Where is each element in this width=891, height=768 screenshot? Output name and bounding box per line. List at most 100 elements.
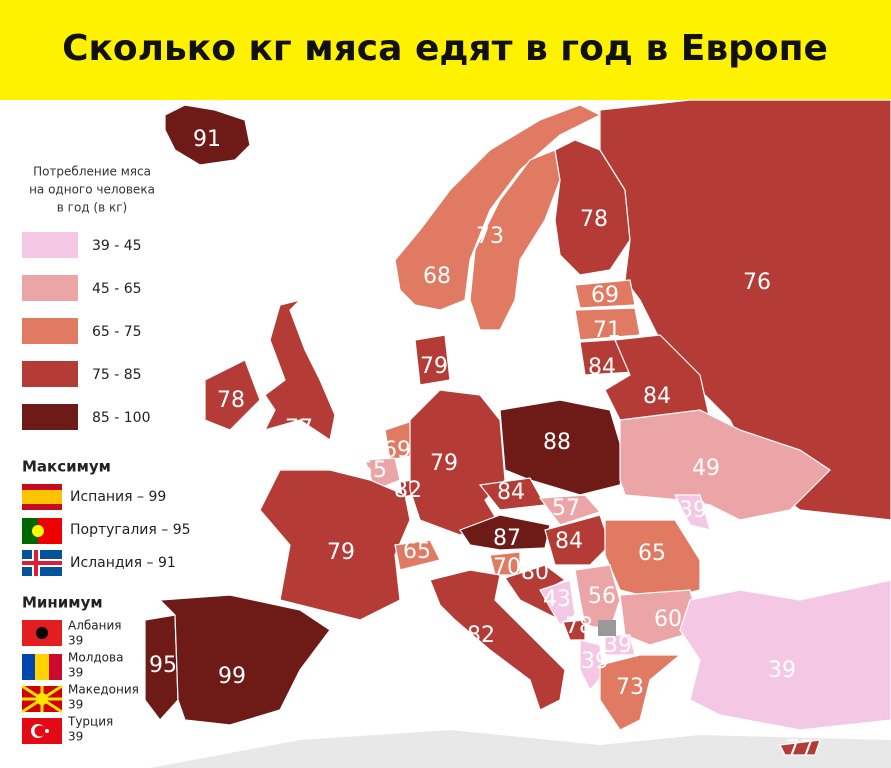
- max-item: Португалия – 95: [70, 522, 191, 538]
- country: [619, 589, 701, 646]
- country-value: 69: [591, 283, 619, 308]
- legend-label: 39 - 45: [92, 238, 142, 254]
- country-value: 88: [543, 430, 571, 455]
- country: [539, 579, 576, 626]
- legend-swatch: [22, 404, 78, 430]
- country-value: 57: [552, 496, 580, 521]
- country-value: 84: [555, 529, 583, 554]
- country: [429, 569, 566, 711]
- legend-label: 45 - 65: [92, 281, 142, 297]
- legend-label: 65 - 75: [92, 324, 142, 340]
- country-value: 84: [497, 480, 525, 505]
- flag-portugal: [22, 518, 62, 544]
- country-value: 77: [285, 416, 313, 441]
- country: [144, 614, 179, 721]
- country: [574, 307, 641, 341]
- country: [164, 104, 251, 166]
- flag-iceland: [22, 550, 62, 576]
- country: [263, 298, 336, 441]
- country-value: 56: [588, 584, 616, 609]
- country: [619, 409, 831, 521]
- country: [604, 634, 636, 656]
- country-value: 68: [423, 264, 451, 289]
- legend-title: Потребление мяса: [33, 165, 151, 179]
- country-value: 39: [604, 633, 632, 658]
- country-value: 82: [394, 478, 422, 503]
- country-value: 84: [588, 355, 616, 380]
- country: [469, 149, 561, 331]
- max-item: Испания – 99: [70, 489, 166, 505]
- min-value: 39: [68, 634, 83, 648]
- country-value: 87: [493, 526, 521, 551]
- max-title: Максимум: [22, 458, 111, 476]
- country: [538, 494, 602, 526]
- legend: Потребление мяса на одного человека в го…: [21, 165, 191, 744]
- country-value: 39: [768, 658, 796, 683]
- min-title: Минимум: [22, 594, 103, 612]
- country-value: 73: [476, 224, 504, 249]
- country: [394, 539, 441, 571]
- max-item: Исландия – 91: [70, 555, 176, 571]
- title-band: [0, 0, 891, 100]
- country: [599, 654, 682, 731]
- min-country: Албания: [68, 619, 122, 633]
- title: Сколько кг мяса едят в год в Европе: [62, 28, 828, 69]
- country: [409, 389, 506, 536]
- flag-moldova: [22, 654, 62, 680]
- legend-label: 75 - 85: [92, 367, 142, 383]
- legend-title: в год (в кг): [57, 201, 127, 215]
- country-value: 65: [638, 541, 666, 566]
- country-value: 49: [692, 456, 720, 481]
- country-value: 78: [580, 207, 608, 232]
- country-value: 79: [327, 540, 355, 565]
- min-country: Турция: [67, 715, 113, 729]
- min-country: Молдова: [68, 651, 123, 665]
- country-value: 71: [593, 318, 621, 343]
- flag-spain: [22, 484, 62, 510]
- country-value: 43: [543, 587, 571, 612]
- country-value: 78: [217, 388, 245, 413]
- legend-title: на одного человека: [29, 183, 155, 197]
- country: [459, 514, 551, 551]
- country-value: 77: [786, 737, 814, 762]
- min-value: 39: [68, 666, 83, 680]
- africa-land: [150, 730, 891, 768]
- country: [204, 359, 261, 431]
- country-value: 82: [467, 623, 495, 648]
- country: [259, 469, 411, 621]
- country: [554, 139, 631, 276]
- country: [499, 399, 626, 496]
- country: [158, 594, 331, 726]
- country-value: 73: [616, 675, 644, 700]
- country-value: 39: [581, 649, 609, 674]
- flag-albania: [22, 620, 62, 646]
- kosovo-no-data: [598, 620, 616, 636]
- country-value: 39: [679, 498, 707, 523]
- country-value: 69: [383, 438, 411, 463]
- map: 9168737876697184847877796955827988493984…: [144, 99, 891, 762]
- legend-swatch: [22, 232, 78, 258]
- country-value: 99: [218, 664, 246, 689]
- country-value: 78: [565, 614, 593, 639]
- country: [544, 514, 611, 566]
- min-country: Македония: [68, 683, 139, 697]
- country-value: 70: [493, 555, 521, 580]
- country: [674, 494, 711, 531]
- legend-label: 85 - 100: [92, 410, 151, 426]
- country-value: 80: [521, 560, 549, 585]
- legend-swatch: [22, 275, 78, 301]
- country-value: 91: [193, 127, 221, 152]
- country: [394, 104, 602, 311]
- country: [562, 619, 586, 641]
- country-value: 60: [654, 607, 682, 632]
- flag-macedonia: [21, 684, 63, 714]
- country-value: 95: [149, 653, 177, 678]
- flag-turkey: [22, 718, 62, 744]
- country-value: 55: [359, 458, 387, 483]
- country-value: 76: [743, 270, 771, 295]
- min-value: 39: [68, 698, 83, 712]
- country-value: 79: [420, 354, 448, 379]
- country: [574, 279, 636, 309]
